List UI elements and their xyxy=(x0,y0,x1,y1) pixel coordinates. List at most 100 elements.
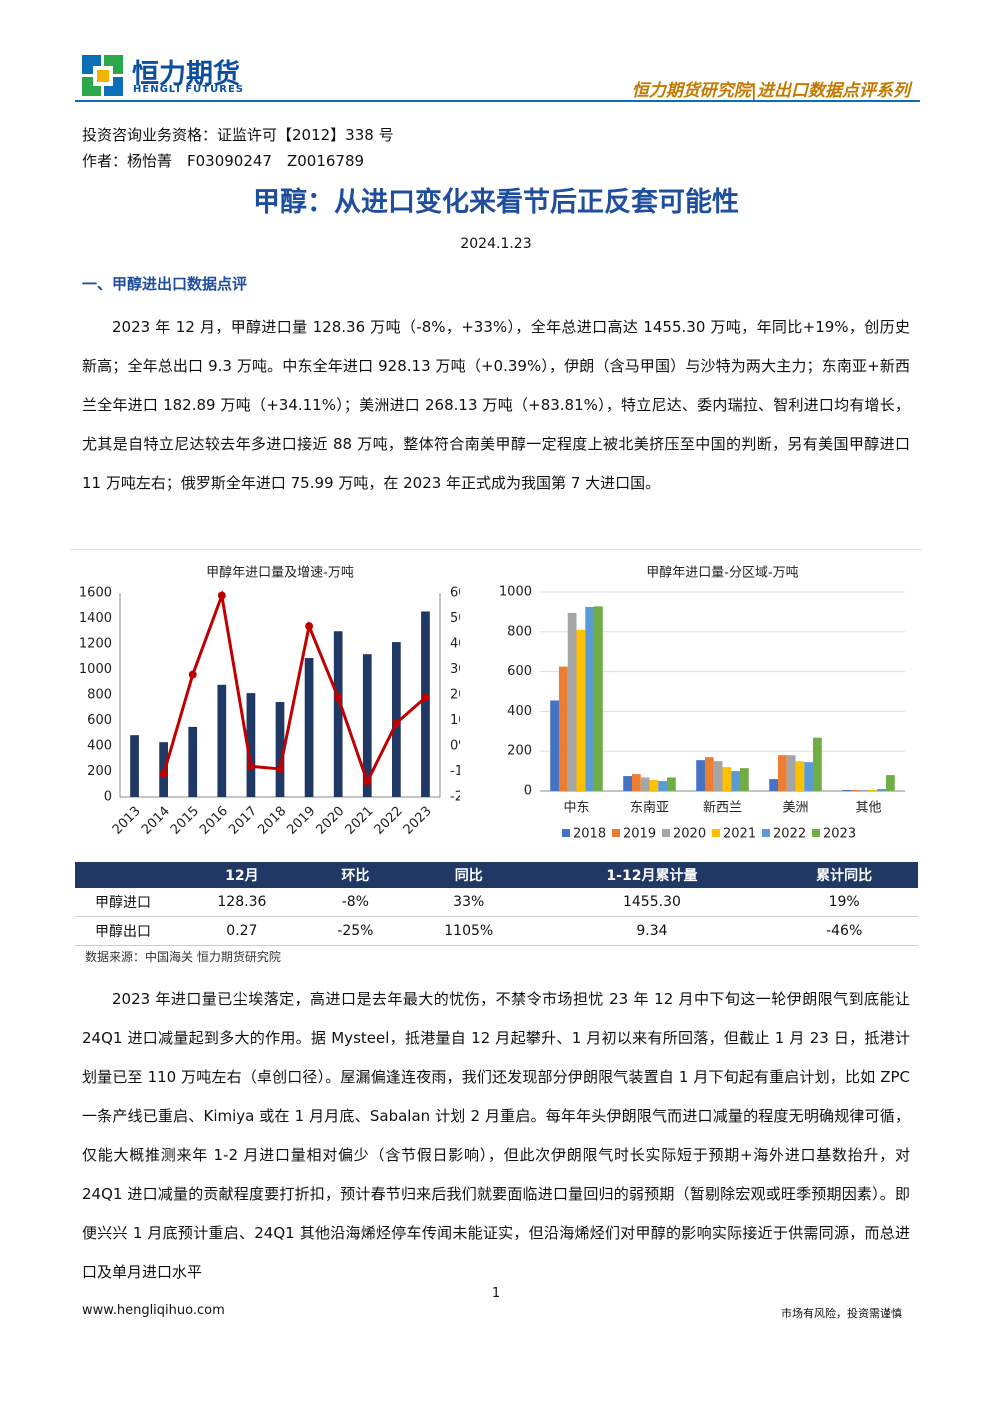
bar xyxy=(850,790,860,791)
table-cell: 1105% xyxy=(403,916,534,946)
x-tick-label: 美洲 xyxy=(782,801,808,816)
y-tick-label: 1400 xyxy=(79,611,112,626)
marker xyxy=(217,591,226,600)
bar xyxy=(786,755,796,791)
y-tick-label: 200 xyxy=(507,744,532,759)
bar xyxy=(722,767,732,791)
legend-swatch xyxy=(712,829,720,837)
bar xyxy=(859,790,869,791)
bar xyxy=(667,777,676,791)
y-tick-label: 200 xyxy=(87,764,112,779)
bar xyxy=(886,775,895,791)
bar xyxy=(585,606,595,791)
table-cell: 0.27 xyxy=(177,916,307,946)
column-header: 同比 xyxy=(403,862,534,888)
logo-cn: 恒力期货 xyxy=(132,59,240,90)
bar xyxy=(421,611,430,797)
x-tick-label: 2014 xyxy=(139,804,173,838)
marker xyxy=(188,670,197,679)
date: 2024.1.23 xyxy=(460,236,532,252)
table-cell: 33% xyxy=(403,888,534,917)
x-tick-label: 东南亚 xyxy=(630,800,669,816)
table-cell: 甲醇进口 xyxy=(75,888,177,917)
legend-swatch xyxy=(812,829,820,837)
chart-title: 甲醇年进口量及增速-万吨 xyxy=(206,565,354,581)
marker xyxy=(334,693,343,702)
legend-label: 2021 xyxy=(723,827,756,842)
bar xyxy=(631,774,641,791)
y-tick-label: 600 xyxy=(507,664,532,679)
bar xyxy=(333,631,343,797)
bar xyxy=(813,737,822,791)
y2-tick-label: 10% xyxy=(450,713,460,728)
y2-tick-label: 40% xyxy=(450,637,460,652)
paragraph: 2023 年 12 月，甲醇进口量 128.36 万吨（-8%，+33%），全年… xyxy=(82,318,910,492)
bar xyxy=(795,761,805,791)
paragraph: 2023 年进口量已尘埃落定，高进口是去年最大的忧伤，不禁令市场担忧 23 年 … xyxy=(82,990,910,1281)
bar xyxy=(649,780,659,791)
chart: 甲醇年进口量-分区域-万吨 0 200 400 600 800 1000 中东 东南亚 新西兰 美洲… xyxy=(499,565,905,842)
bar xyxy=(576,629,586,791)
x-tick-label: 2022 xyxy=(372,804,406,838)
legend-label: 2022 xyxy=(773,827,806,842)
y-tick-label: 1000 xyxy=(499,585,532,600)
table-cell: -46% xyxy=(770,916,918,946)
x-tick-label: 2015 xyxy=(168,804,202,838)
bar xyxy=(842,790,851,791)
source: 数据来源：中国海关 恒力期货研究院 xyxy=(85,950,281,964)
y-tick-label: 0 xyxy=(104,790,112,805)
y2-tick-label: 60% xyxy=(450,586,460,601)
y-tick-label: 400 xyxy=(507,704,532,719)
bar xyxy=(550,700,559,791)
x-tick-label: 中东 xyxy=(563,801,589,816)
table-cell: 1455.30 xyxy=(533,888,771,917)
bar xyxy=(362,654,372,797)
section-heading: 一、甲醇进出口数据点评 xyxy=(82,275,248,293)
column-header: 累计同比 xyxy=(770,862,918,888)
bar xyxy=(640,777,650,791)
x-tick-label: 2013 xyxy=(110,804,144,838)
x-tick-label: 2017 xyxy=(226,804,260,838)
y-tick-label: 600 xyxy=(87,713,112,728)
y-tick-label: 800 xyxy=(507,624,532,639)
table-cell: 9.34 xyxy=(533,916,771,946)
author: 作者：杨怡菁 F03090247 Z0016789 xyxy=(82,152,365,170)
column-header: 12月 xyxy=(177,862,307,888)
x-tick-label: 2021 xyxy=(343,804,377,838)
marker xyxy=(421,693,430,702)
x-tick-label: 2020 xyxy=(313,804,347,838)
bar xyxy=(740,768,749,791)
column-header: 1-12月累计量 xyxy=(533,862,771,888)
bar xyxy=(304,658,314,797)
chart: 甲醇年进口量及增速-万吨 0 200 400 600 800 1000 1200 1400 160… xyxy=(79,565,460,838)
doc-title: 甲醇：从进口变化来看节后正反套可能性 xyxy=(253,187,739,218)
marker xyxy=(305,622,314,631)
table-cell: -8% xyxy=(306,888,404,917)
table-cell: -25% xyxy=(306,916,404,946)
bar xyxy=(713,761,723,791)
table-row: 甲醇进口 128.36 -8% 33% 1455.30 19% xyxy=(75,888,918,917)
bar xyxy=(704,757,714,791)
table-row: 甲醇出口 0.27 -25% 1105% 9.34 -46% xyxy=(75,916,918,946)
bar xyxy=(731,771,741,791)
legend-swatch xyxy=(762,829,770,837)
y-tick-label: 1600 xyxy=(79,586,112,601)
bar xyxy=(769,779,778,791)
y-tick-label: 0 xyxy=(524,784,532,799)
series-name: 恒力期货研究院|进出口数据点评系列 xyxy=(631,81,910,101)
y-tick-label: 400 xyxy=(87,739,112,754)
marker xyxy=(246,762,255,771)
bar xyxy=(877,789,887,791)
y-tick-label: 1000 xyxy=(79,662,112,677)
column-header: 环比 xyxy=(306,862,404,888)
legend-swatch xyxy=(612,829,620,837)
bar xyxy=(658,781,668,791)
y-tick-label: 800 xyxy=(87,688,112,703)
table-cell: 19% xyxy=(770,888,918,917)
bar xyxy=(567,612,577,791)
footer-note: 市场有风险，投资需谨慎 xyxy=(781,1307,902,1320)
x-tick-label: 2016 xyxy=(197,804,231,838)
license: 投资咨询业务资格：证监许可【2012】338 号 xyxy=(82,126,394,144)
marker xyxy=(159,770,168,779)
legend-swatch xyxy=(562,829,570,837)
